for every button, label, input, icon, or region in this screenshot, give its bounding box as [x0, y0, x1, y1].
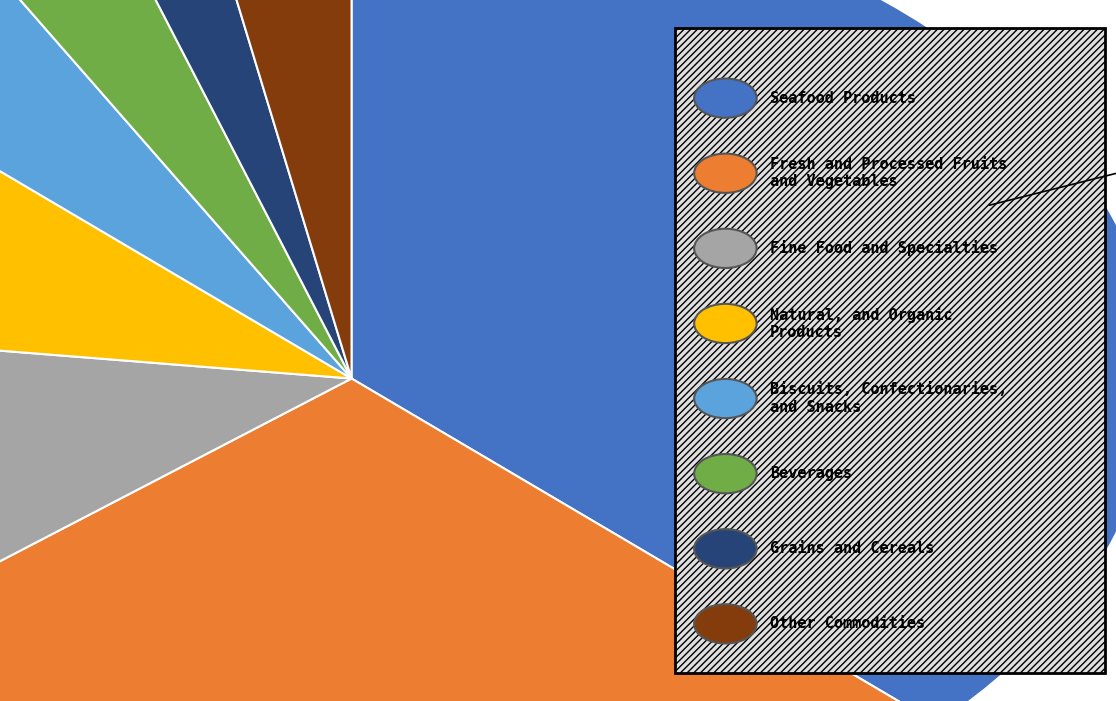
Text: Fine Food and Specialties: Fine Food and Specialties — [770, 240, 998, 257]
Circle shape — [694, 454, 757, 494]
Circle shape — [694, 529, 757, 569]
Wedge shape — [104, 0, 352, 379]
Wedge shape — [0, 0, 352, 379]
Circle shape — [694, 379, 757, 418]
Wedge shape — [0, 33, 352, 379]
Text: Other Commodities: Other Commodities — [770, 616, 925, 632]
FancyBboxPatch shape — [675, 28, 1105, 673]
Circle shape — [694, 229, 757, 268]
Text: 37%: 37% — [989, 143, 1116, 205]
Circle shape — [694, 154, 757, 193]
Circle shape — [694, 79, 757, 118]
Text: Grains and Cereals: Grains and Cereals — [770, 541, 934, 557]
Text: Natural, and Organic
Products: Natural, and Organic Products — [770, 307, 953, 340]
Text: Beverages: Beverages — [770, 466, 853, 481]
Wedge shape — [201, 0, 352, 379]
Circle shape — [694, 304, 757, 343]
Wedge shape — [0, 379, 937, 701]
Wedge shape — [0, 315, 352, 700]
Text: Seafood Products: Seafood Products — [770, 90, 916, 106]
Text: Fresh and Processed Fruits
and Vegetables: Fresh and Processed Fruits and Vegetable… — [770, 157, 1008, 189]
Text: Biscuits, Confectionaries,
and Snacks: Biscuits, Confectionaries, and Snacks — [770, 382, 1008, 415]
Wedge shape — [0, 0, 352, 379]
Circle shape — [694, 604, 757, 644]
Wedge shape — [352, 0, 1116, 701]
